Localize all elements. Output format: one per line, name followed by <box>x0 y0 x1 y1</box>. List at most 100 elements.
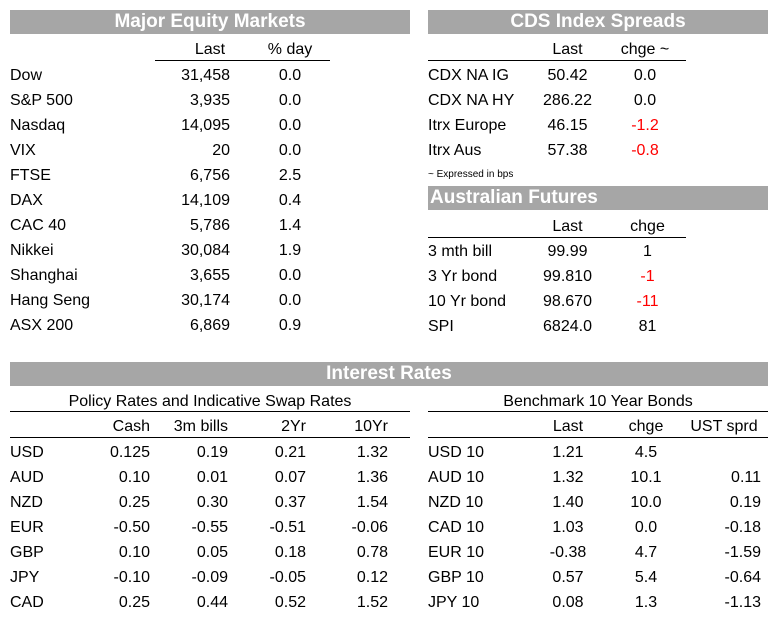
rates-header: Interest Rates <box>10 362 768 386</box>
bonds-row-value: 10.0 <box>630 494 662 511</box>
bonds-row-value: 1.40 <box>552 494 584 511</box>
policy-row-value: 0.12 <box>356 569 388 586</box>
equity-row-last: 31,458 <box>181 67 230 84</box>
bonds-row-name: AUD 10 <box>428 469 485 486</box>
bonds-row-value: 1.03 <box>552 519 584 536</box>
policy-row-value: 0.10 <box>118 544 150 561</box>
policy-row-value: 0.37 <box>274 494 306 511</box>
futures-row-change: -1 <box>640 268 655 285</box>
cds-row-change: 0.0 <box>633 92 657 109</box>
bonds-subtitle: Benchmark 10 Year Bonds <box>503 393 693 410</box>
bonds-row-value <box>681 443 761 463</box>
bonds-row-value: 1.32 <box>552 469 584 486</box>
policy-row-value: -0.51 <box>269 519 306 536</box>
bonds-row-name: GBP 10 <box>428 569 484 586</box>
bonds-col-header: Last <box>552 418 584 435</box>
equity-row-name: Nikkei <box>10 242 54 259</box>
bonds-row-value: -1.13 <box>724 594 761 611</box>
equity-header-rule <box>155 60 330 61</box>
equity-row-last: 3,935 <box>189 92 230 109</box>
equity-row-name: Nasdaq <box>10 117 66 134</box>
equity-row-last: 14,095 <box>181 117 230 134</box>
equity-row-name: CAC 40 <box>10 217 67 234</box>
bonds-row-value: 0.0 <box>634 519 658 536</box>
cds-row-last: 46.15 <box>547 117 588 134</box>
equity-row-change: 0.9 <box>278 317 302 334</box>
cds-row-last: 50.42 <box>547 67 588 84</box>
bonds-col-header: chge <box>628 418 664 435</box>
policy-col-header: Cash <box>112 418 150 435</box>
futures-row-name: 3 mth bill <box>428 243 493 260</box>
policy-row-ccy: EUR <box>10 519 44 536</box>
bonds-row-value: -0.38 <box>549 544 587 561</box>
policy-row-ccy: NZD <box>10 494 43 511</box>
policy-row-value: -0.55 <box>191 519 228 536</box>
policy-col-header: 3m bills <box>173 418 228 435</box>
equity-col-change: % day <box>267 41 313 58</box>
cds-row-name: Itrx Europe <box>428 117 507 134</box>
policy-header-rule <box>10 437 410 438</box>
futures-header: Australian Futures <box>428 186 768 210</box>
futures-row-last: 99.810 <box>543 268 592 285</box>
bonds-row-value: 0.11 <box>731 469 761 486</box>
equity-row-name: Shanghai <box>10 267 78 284</box>
cds-row-last: 57.38 <box>547 142 588 159</box>
bonds-row-name: JPY 10 <box>428 594 480 611</box>
policy-row-value: 0.25 <box>118 594 150 611</box>
equity-row-change: 0.0 <box>278 117 302 134</box>
futures-row-change: 1 <box>643 243 652 260</box>
policy-row-value: 0.21 <box>274 444 306 461</box>
policy-row-value: 0.07 <box>274 469 306 486</box>
cds-row-change: 0.0 <box>633 67 657 84</box>
equity-row-name: FTSE <box>10 167 51 184</box>
futures-col-change: chge <box>630 218 665 235</box>
equity-row-change: 2.5 <box>278 167 302 184</box>
bonds-row-value: 4.5 <box>634 444 658 461</box>
policy-row-value: -0.05 <box>269 569 306 586</box>
futures-row-change: 81 <box>638 318 657 335</box>
futures-row-name: 10 Yr bond <box>428 293 506 310</box>
cds-header: CDS Index Spreads <box>428 10 768 34</box>
cds-row-last: 286.22 <box>543 92 592 109</box>
bonds-subtitle-rule <box>428 411 768 412</box>
policy-row-value: -0.09 <box>191 569 228 586</box>
policy-row-value: 1.54 <box>356 494 388 511</box>
equity-row-change: 0.0 <box>278 67 302 84</box>
bonds-row-value: 10.1 <box>630 469 662 486</box>
equity-row-change: 0.0 <box>278 142 302 159</box>
equity-row-last: 14,109 <box>181 192 230 209</box>
equity-row-name: Dow <box>10 67 43 84</box>
policy-subtitle-rule <box>10 411 410 412</box>
bonds-row-name: CAD 10 <box>428 519 485 536</box>
cds-col-last: Last <box>552 41 583 58</box>
policy-row-value: 0.125 <box>109 444 150 461</box>
policy-row-ccy: GBP <box>10 544 44 561</box>
bonds-col-header: UST sprd <box>690 418 758 435</box>
policy-row-value: -0.06 <box>351 519 388 536</box>
equity-row-change: 1.9 <box>278 242 302 259</box>
policy-row-ccy: JPY <box>10 569 40 586</box>
policy-row-value: 0.18 <box>274 544 306 561</box>
policy-row-value: 0.52 <box>274 594 306 611</box>
bonds-row-value: 0.19 <box>729 494 761 511</box>
equity-row-change: 0.4 <box>278 192 302 209</box>
policy-row-value: -0.10 <box>113 569 150 586</box>
bonds-row-value: 1.21 <box>552 444 584 461</box>
bonds-row-value: 0.57 <box>552 569 584 586</box>
policy-row-value: 1.52 <box>356 594 388 611</box>
equity-row-last: 30,174 <box>181 292 230 309</box>
bonds-row-value: -0.18 <box>724 519 761 536</box>
policy-row-value: 0.25 <box>118 494 150 511</box>
policy-row-value: 0.19 <box>196 444 228 461</box>
policy-row-value: -0.50 <box>113 519 150 536</box>
policy-row-ccy: USD <box>10 444 44 461</box>
cds-row-name: CDX NA HY <box>428 92 515 109</box>
futures-row-name: 3 Yr bond <box>428 268 498 285</box>
equity-row-last: 6,756 <box>189 167 230 184</box>
policy-row-value: 0.30 <box>196 494 228 511</box>
equity-row-name: S&P 500 <box>10 92 73 109</box>
cds-row-change: -1.2 <box>631 117 659 134</box>
bonds-row-name: EUR 10 <box>428 544 485 561</box>
equity-row-last: 6,869 <box>189 317 230 334</box>
cds-col-change: chge ~ <box>620 41 670 58</box>
